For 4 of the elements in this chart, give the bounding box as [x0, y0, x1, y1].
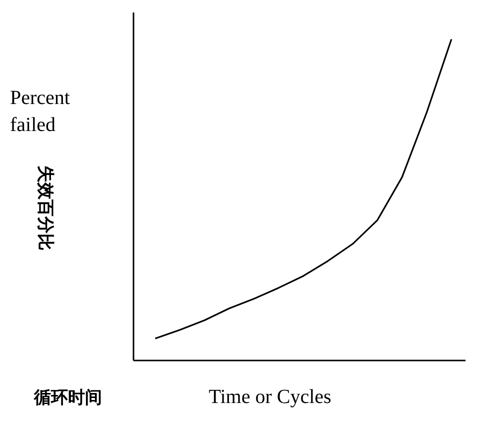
y-axis-title: Percent failed	[10, 87, 70, 136]
text: 失效百分比	[36, 166, 55, 250]
text: 循环时间	[33, 388, 102, 407]
x-axis-title: Time or Cycles	[208, 386, 332, 408]
